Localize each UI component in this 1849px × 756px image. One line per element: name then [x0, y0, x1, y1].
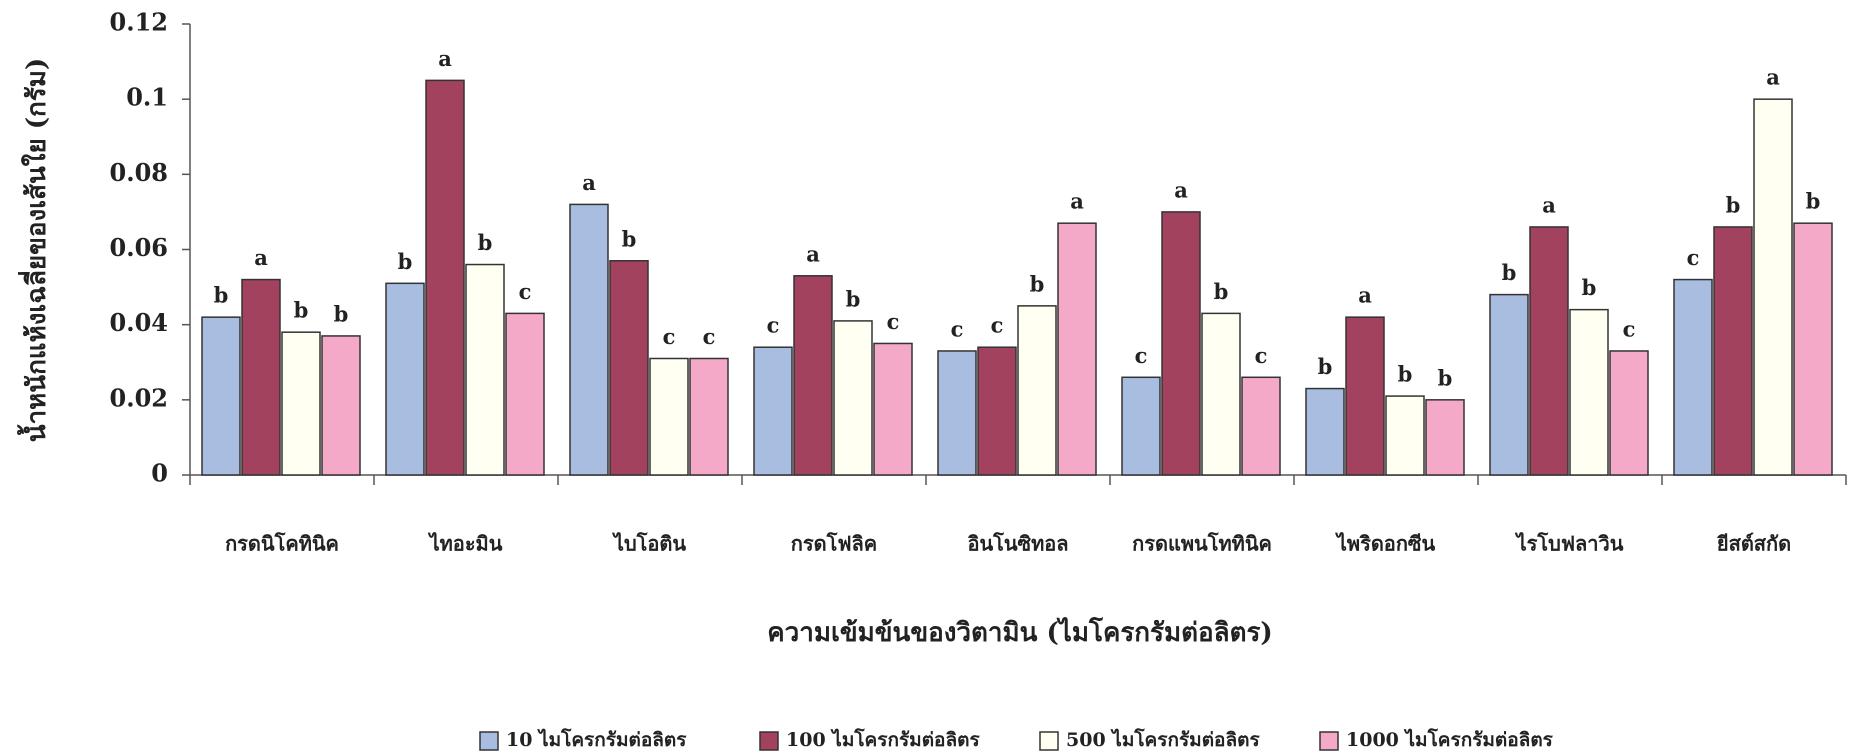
x-tick-label: ไบโอติน	[612, 532, 686, 556]
y-tick-label: 0.04	[110, 308, 168, 337]
bar	[1609, 350, 1649, 476]
bar	[569, 203, 609, 476]
y-axis-title: น้ำหนักแห้งเฉลี่ยของเส้นใย (กรัม)	[16, 58, 52, 442]
significance-label: c	[703, 324, 716, 349]
legend-label: 100 ไมโครกรัมต่อลิตร	[786, 728, 980, 751]
bar	[465, 263, 505, 476]
x-axis-title: ความเข้มข้นของวิตามิน (ไมโครกรัมต่อลิตร)	[767, 616, 1272, 648]
bar	[241, 278, 281, 476]
bar	[1793, 222, 1833, 476]
bar	[833, 320, 873, 476]
significance-label: b	[1806, 189, 1821, 214]
significance-label: b	[622, 226, 637, 251]
bar	[385, 282, 425, 476]
bar	[873, 342, 913, 476]
legend-swatch	[479, 731, 499, 751]
bar	[1017, 305, 1057, 476]
significance-label: b	[1726, 192, 1741, 217]
bar	[937, 350, 977, 476]
significance-label: b	[1214, 279, 1229, 304]
bar	[201, 316, 241, 476]
x-tick-label: ไทอะมิน	[428, 532, 503, 556]
legend-label: 500 ไมโครกรัมต่อลิตร	[1066, 728, 1260, 751]
bar	[425, 79, 465, 476]
bar	[281, 331, 321, 476]
legend-swatch	[759, 731, 779, 751]
significance-label: b	[1318, 354, 1333, 379]
significance-label: b	[1502, 260, 1517, 285]
significance-label: a	[1070, 189, 1084, 214]
bar	[689, 357, 729, 476]
x-tick-label: กรดนิโคทินิค	[225, 532, 339, 556]
bar	[1345, 316, 1385, 476]
bar	[1673, 278, 1713, 476]
significance-label: c	[663, 324, 676, 349]
bar	[1305, 387, 1345, 476]
legend-swatch	[1319, 731, 1339, 751]
legend-label: 10 ไมโครกรัมต่อลิตร	[506, 728, 687, 751]
bar	[1161, 211, 1201, 476]
y-tick-label: 0.02	[110, 383, 168, 412]
significance-label: b	[1030, 271, 1045, 296]
significance-label: c	[1687, 245, 1700, 270]
significance-label: a	[1174, 177, 1188, 202]
legend-label: 1000 ไมโครกรัมต่อลิตร	[1346, 728, 1554, 751]
bar	[1753, 98, 1793, 476]
bar	[753, 346, 793, 476]
bar	[1425, 399, 1465, 476]
bar	[1385, 395, 1425, 476]
bar	[321, 335, 361, 476]
bar	[1569, 308, 1609, 476]
x-tick-label: ไพริดอกซีน	[1335, 532, 1436, 556]
bar	[1241, 376, 1281, 476]
y-tick-label: 0	[151, 459, 168, 488]
significance-label: a	[1766, 65, 1780, 90]
bar	[649, 357, 689, 476]
x-tick-label: กรดแพนโททินิค	[1132, 532, 1272, 556]
significance-label: c	[767, 313, 780, 338]
bar	[793, 275, 833, 476]
significance-label: c	[951, 316, 964, 341]
significance-label: a	[254, 245, 268, 270]
bar	[1121, 376, 1161, 476]
significance-label: b	[1438, 365, 1453, 390]
significance-label: c	[887, 309, 900, 334]
significance-label: b	[846, 286, 861, 311]
significance-label: c	[1135, 343, 1148, 368]
bar	[505, 312, 545, 476]
significance-label: b	[1582, 275, 1597, 300]
x-tick-label: อินโนซิทอล	[967, 532, 1068, 556]
significance-label: a	[1358, 283, 1372, 308]
x-tick-label: ไรโบฟลาวิน	[1515, 532, 1624, 556]
y-tick-label: 0.06	[110, 233, 168, 262]
significance-label: c	[991, 313, 1004, 338]
significance-label: a	[582, 170, 596, 195]
significance-label: b	[398, 249, 413, 274]
significance-label: b	[1398, 362, 1413, 387]
bar	[1489, 293, 1529, 476]
significance-label: c	[519, 279, 532, 304]
bar	[977, 346, 1017, 476]
bar	[1713, 226, 1753, 476]
x-tick-label: กรดโฟลิค	[791, 532, 877, 556]
significance-label: b	[214, 283, 229, 308]
legend-swatch	[1039, 731, 1059, 751]
significance-label: b	[294, 298, 309, 323]
significance-label: a	[1542, 192, 1556, 217]
bar	[1057, 222, 1097, 476]
y-tick-label: 0.12	[110, 8, 168, 37]
bar	[1201, 312, 1241, 476]
significance-label: c	[1255, 343, 1268, 368]
significance-label: a	[806, 241, 820, 266]
significance-label: b	[334, 301, 349, 326]
significance-label: c	[1623, 316, 1636, 341]
x-tick-label: ยีสต์สกัด	[1717, 532, 1792, 556]
y-tick-label: 0.08	[110, 158, 168, 187]
bar	[1529, 226, 1569, 476]
y-tick-label: 0.1	[126, 83, 168, 112]
significance-label: a	[438, 46, 452, 71]
bar	[609, 260, 649, 476]
significance-label: b	[478, 230, 493, 255]
